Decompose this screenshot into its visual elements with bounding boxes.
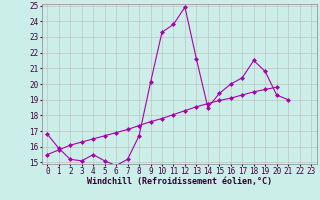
X-axis label: Windchill (Refroidissement éolien,°C): Windchill (Refroidissement éolien,°C) [87, 177, 272, 186]
